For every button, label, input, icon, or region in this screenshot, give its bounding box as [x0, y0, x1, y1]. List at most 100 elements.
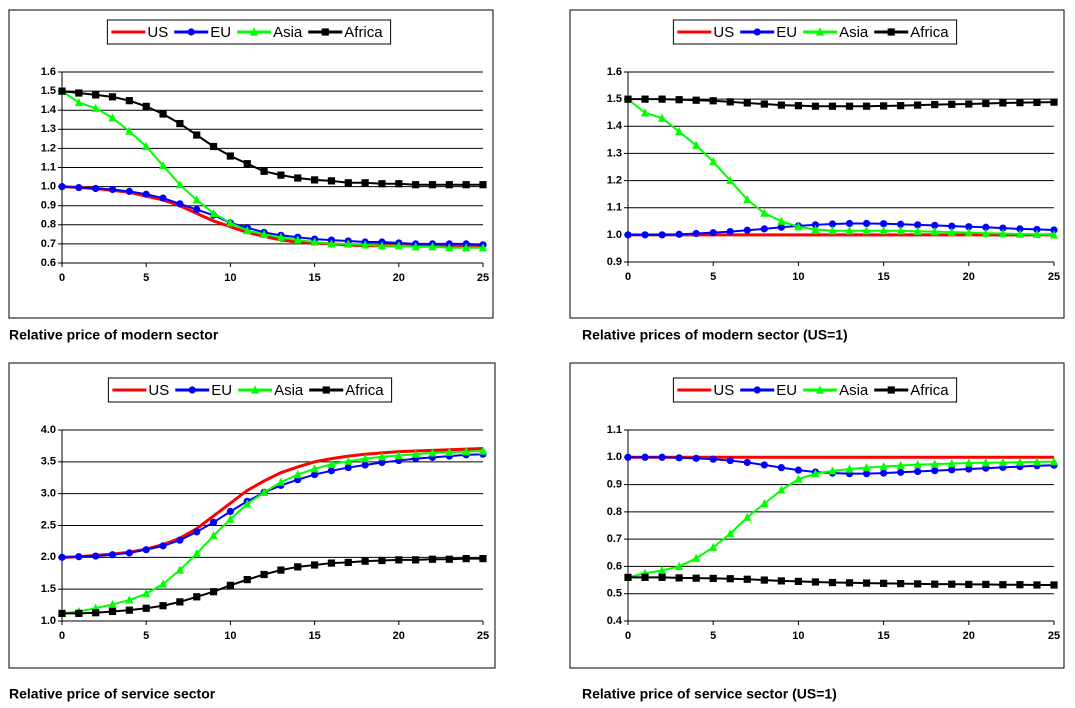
data-point: [125, 595, 134, 604]
legend-item: EU: [740, 24, 797, 41]
data-point: [1050, 98, 1058, 106]
data-point: [108, 113, 117, 122]
data-point: [982, 580, 990, 589]
data-point: [58, 87, 66, 95]
data-point: [462, 555, 470, 563]
legend-label: EU: [776, 382, 797, 399]
data-point: [395, 556, 403, 564]
data-point: [930, 227, 939, 236]
data-point: [327, 239, 336, 248]
y-tick-label: 0.9: [607, 478, 622, 490]
x-tick-label: 5: [143, 630, 149, 642]
data-point: [965, 465, 973, 473]
legend-label: Africa: [344, 24, 383, 41]
data-point: [193, 528, 201, 536]
data-point: [709, 455, 717, 463]
legend-label: Asia: [273, 24, 303, 41]
data-point: [445, 555, 453, 563]
x-tick-label: 10: [792, 271, 804, 283]
data-point: [260, 167, 268, 175]
data-point: [327, 459, 336, 468]
data-point: [964, 458, 973, 467]
data-point: [294, 563, 302, 571]
data-point: [311, 470, 319, 479]
data-point: [914, 580, 922, 588]
data-point: [913, 226, 922, 235]
data-point: [192, 195, 201, 204]
data-point: [176, 119, 184, 128]
data-point: [462, 181, 470, 189]
chart-caption: Relative price of service sector: [9, 686, 216, 702]
legend-marker: [753, 28, 761, 36]
data-point: [394, 450, 403, 460]
data-point: [914, 101, 922, 109]
data-point: [243, 225, 252, 235]
legend-item: EU: [174, 24, 231, 41]
data-point: [92, 91, 100, 99]
data-point: [931, 221, 939, 229]
x-tick-label: 10: [224, 272, 236, 284]
data-point: [142, 102, 150, 110]
data-point: [880, 469, 888, 477]
y-tick-label: 1.1: [41, 161, 56, 173]
data-point: [91, 103, 100, 112]
data-point: [1033, 98, 1041, 106]
data-point: [760, 461, 768, 469]
data-point: [259, 229, 269, 238]
data-point: [879, 226, 888, 235]
data-point: [624, 95, 632, 103]
x-tick-label: 25: [477, 630, 489, 642]
data-point: [828, 466, 837, 475]
data-point: [209, 588, 218, 596]
legend-label: Asia: [839, 24, 869, 41]
legend-label: EU: [776, 24, 797, 41]
data-point: [209, 142, 218, 151]
x-tick-label: 15: [877, 271, 889, 283]
data-point: [897, 220, 905, 228]
data-point: [794, 474, 803, 483]
data-point: [1049, 457, 1059, 466]
legend-label: US: [713, 24, 734, 41]
data-point: [931, 580, 939, 588]
x-tick-label: 0: [59, 630, 65, 642]
data-point: [743, 99, 751, 107]
data-point: [999, 99, 1007, 107]
legend-marker: [815, 27, 825, 36]
data-point: [377, 452, 387, 461]
data-point: [75, 609, 83, 617]
legend: US EU Asia Africa: [106, 19, 392, 45]
data-point: [658, 95, 666, 103]
data-point: [193, 131, 201, 139]
data-point: [709, 156, 718, 166]
data-point: [142, 604, 150, 612]
legend: US EU Asia Africa: [107, 377, 393, 403]
data-point: [411, 242, 420, 251]
data-point: [125, 187, 133, 195]
data-point: [344, 456, 353, 465]
data-point: [880, 220, 888, 228]
data-point: [445, 447, 454, 456]
data-point: [862, 463, 871, 472]
data-point: [965, 223, 973, 231]
legend-item: EU: [740, 382, 797, 399]
data-point: [108, 607, 117, 616]
data-point: [226, 514, 235, 523]
data-point: [445, 181, 453, 189]
data-point: [277, 171, 285, 179]
data-point: [675, 454, 683, 462]
y-tick-label: 1.6: [41, 66, 56, 78]
data-point: [192, 548, 201, 558]
data-point: [692, 140, 701, 149]
data-point: [361, 179, 369, 187]
legend-label: US: [713, 382, 734, 399]
data-point: [209, 518, 218, 526]
data-point: [310, 237, 319, 246]
data-point: [1032, 229, 1042, 238]
x-tick-label: 15: [308, 630, 320, 642]
y-tick-label: 1.5: [607, 93, 622, 105]
data-point: [193, 205, 201, 214]
y-tick-label: 2.0: [41, 551, 56, 563]
x-tick-label: 20: [393, 272, 405, 284]
data-point: [743, 226, 751, 234]
data-point: [862, 102, 871, 110]
